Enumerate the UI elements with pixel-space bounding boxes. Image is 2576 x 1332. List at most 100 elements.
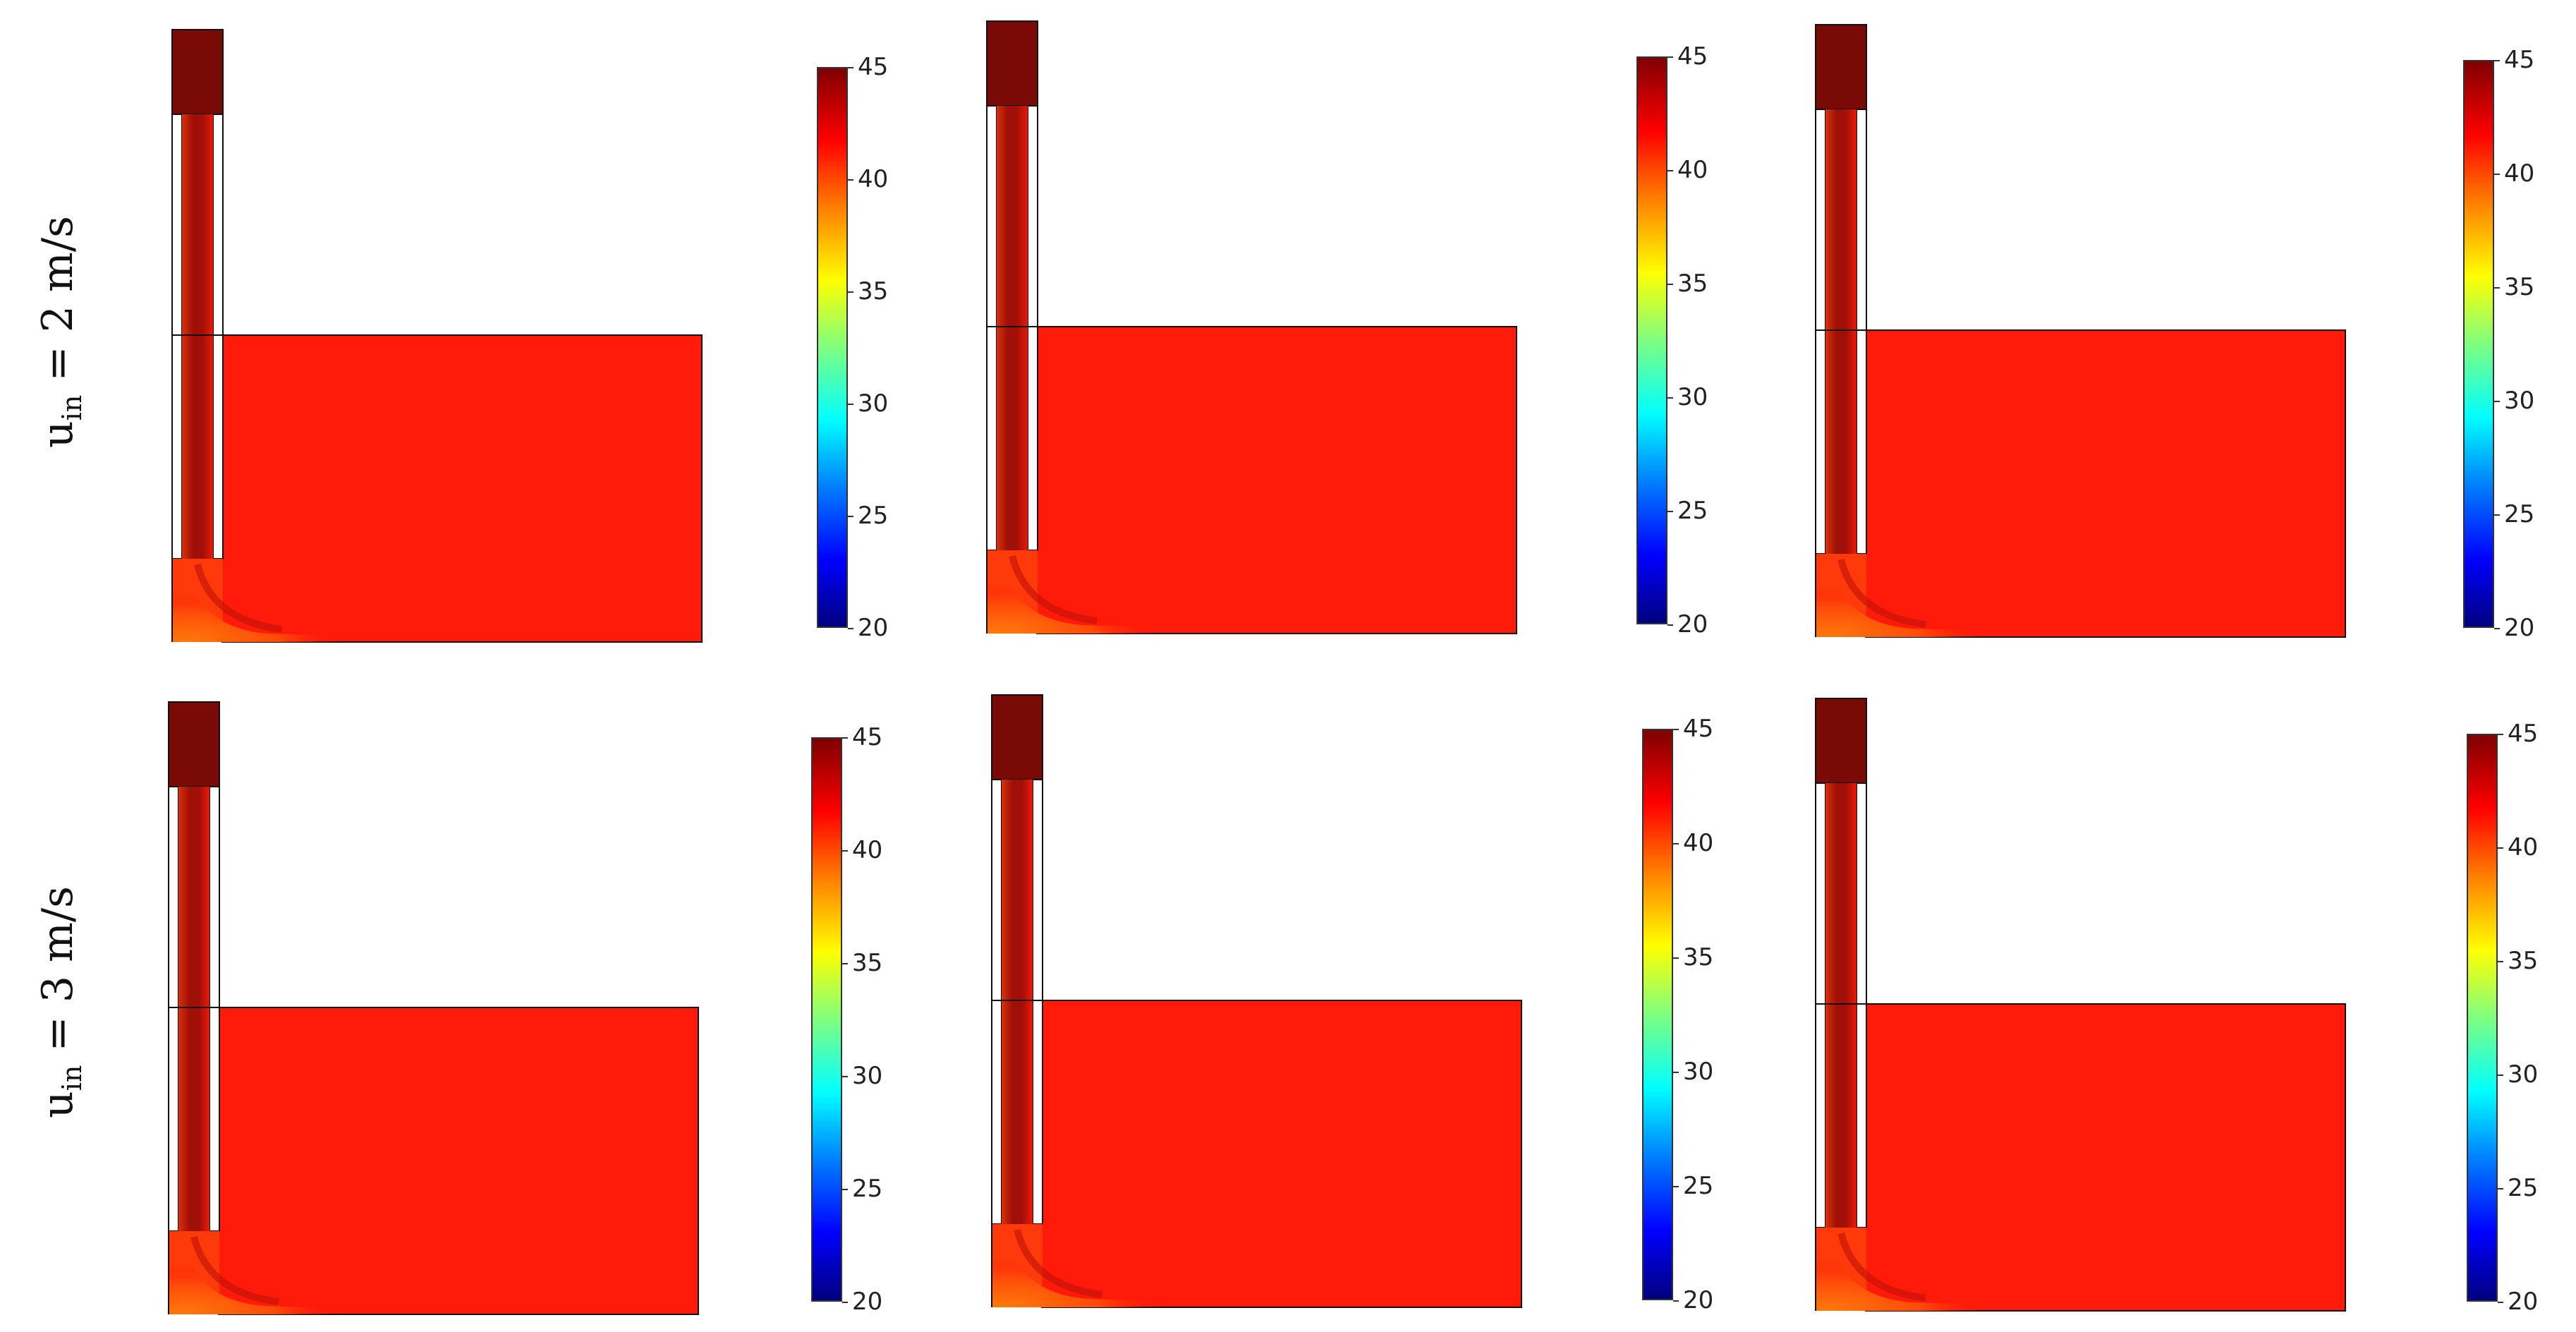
tank-domain xyxy=(1041,1000,1522,1308)
inlet-block xyxy=(171,29,224,115)
colorbar-tickmark xyxy=(1667,397,1673,399)
pipe-left-wall xyxy=(1815,109,1826,555)
colorbar-tickmark xyxy=(2498,847,2503,849)
colorbar-tickmark xyxy=(842,1189,848,1190)
colorbar-tick-label: 25 xyxy=(2504,500,2535,528)
temperature-field-panel xyxy=(991,694,1522,1308)
jet-core-curve xyxy=(194,563,283,633)
colorbar-tickmark xyxy=(1673,1186,1679,1187)
colorbar-tick-label: 25 xyxy=(858,502,889,530)
inlet-block xyxy=(1815,698,1867,784)
colorbar-tickmark xyxy=(2494,628,2500,629)
jet-plume xyxy=(992,1216,1271,1307)
jet-core-curve xyxy=(1837,1232,1926,1302)
colorbar-tickmark xyxy=(842,1076,848,1077)
inlet-block xyxy=(1815,24,1867,110)
pipe-right-wall xyxy=(209,786,220,1232)
colorbar-tickmark xyxy=(1673,1072,1679,1073)
colorbar-tickmark xyxy=(842,1302,848,1303)
colorbar-tickmark xyxy=(1673,729,1679,730)
colorbar xyxy=(1636,56,1667,624)
jet-channel xyxy=(997,106,1028,557)
colorbar-tickmark xyxy=(842,737,848,739)
colorbar-tick-label: 25 xyxy=(1677,497,1708,525)
colorbar-tick-label: 25 xyxy=(852,1175,883,1203)
colorbar-tickmark xyxy=(1667,170,1673,171)
colorbar xyxy=(2463,60,2494,628)
jet-plume xyxy=(172,550,451,642)
row-label-bottom: uin = 3 m/s xyxy=(32,885,87,1118)
colorbar-tickmark xyxy=(848,404,853,405)
colorbar-tickmark xyxy=(848,291,853,293)
jet-core-curve xyxy=(1009,555,1098,624)
colorbar-tick-label: 20 xyxy=(2504,614,2535,642)
colorbar-tick-label: 40 xyxy=(2504,159,2535,188)
colorbar-tick-label: 20 xyxy=(1677,610,1708,638)
jet-channel xyxy=(1825,783,1857,1235)
colorbar-tick-label: 30 xyxy=(852,1062,883,1090)
pipe-left-wall xyxy=(168,786,179,1232)
colorbar-tick-label: 45 xyxy=(2504,46,2535,74)
colorbar xyxy=(1642,729,1673,1300)
jet-plume xyxy=(1816,545,2095,637)
pipe-left-wall xyxy=(1815,782,1826,1228)
tank-domain xyxy=(1865,1003,2346,1312)
colorbar-tickmark xyxy=(848,67,853,68)
colorbar-tickmark xyxy=(2498,1188,2503,1189)
colorbar-tick-label: 35 xyxy=(2504,273,2535,301)
jet-plume xyxy=(1816,1219,2095,1311)
inlet-block xyxy=(168,701,220,787)
colorbar-tickmark xyxy=(1673,843,1679,844)
pipe-right-wall xyxy=(1856,782,1867,1228)
jet-core-curve xyxy=(190,1235,279,1305)
pipe-right-wall xyxy=(1027,105,1038,551)
temperature-field-panel xyxy=(171,29,703,643)
tank-domain xyxy=(221,334,703,643)
colorbar-tick-label: 40 xyxy=(2508,833,2539,861)
temperature-field-panel xyxy=(1815,698,2346,1312)
pipe-right-wall xyxy=(1032,779,1043,1225)
colorbar-tickmark xyxy=(2494,287,2500,289)
tank-domain xyxy=(1036,326,1517,634)
colorbar-tick-label: 20 xyxy=(2508,1288,2539,1316)
pipe-right-wall xyxy=(212,114,224,559)
jet-channel xyxy=(182,114,213,566)
temperature-field-panel xyxy=(168,701,699,1315)
row-label-top: uin = 2 m/s xyxy=(32,215,87,448)
colorbar-tickmark xyxy=(1673,957,1679,959)
colorbar-tickmark xyxy=(1667,284,1673,285)
colorbar-tick-label: 25 xyxy=(2508,1174,2539,1202)
colorbar-tickmark xyxy=(2494,514,2500,516)
pipe-right-wall xyxy=(1856,109,1867,555)
colorbar-tickmark xyxy=(2498,734,2503,735)
colorbar-tick-label: 45 xyxy=(2508,720,2539,748)
colorbar-tick-label: 20 xyxy=(1683,1286,1714,1314)
colorbar-tick-label: 45 xyxy=(1683,715,1714,743)
jet-channel xyxy=(1825,109,1857,561)
colorbar-tickmark xyxy=(842,850,848,852)
inlet-block xyxy=(986,20,1038,107)
colorbar-tick-label: 35 xyxy=(858,277,889,305)
colorbar-tick-label: 35 xyxy=(2508,947,2539,975)
colorbar-tick-label: 35 xyxy=(852,949,883,977)
pipe-left-wall xyxy=(986,105,997,551)
colorbar-tickmark xyxy=(848,179,853,181)
colorbar-tick-label: 40 xyxy=(852,836,883,864)
colorbar-tick-label: 30 xyxy=(2504,387,2535,415)
jet-plume xyxy=(987,542,1266,634)
colorbar-tickmark xyxy=(2498,1302,2503,1303)
pipe-left-wall xyxy=(171,114,183,559)
temperature-field-panel xyxy=(986,20,1517,634)
jet-channel xyxy=(178,787,209,1238)
tank-domain xyxy=(218,1007,699,1315)
temperature-field-panel xyxy=(1815,24,2346,638)
colorbar-tickmark xyxy=(2498,961,2503,962)
inlet-block xyxy=(991,694,1043,780)
tank-domain xyxy=(1865,329,2346,638)
jet-core-curve xyxy=(1014,1228,1102,1298)
jet-plume xyxy=(169,1223,448,1314)
colorbar-tick-label: 20 xyxy=(858,614,889,642)
colorbar-tick-label: 25 xyxy=(1683,1172,1714,1200)
colorbar-tick-label: 30 xyxy=(1677,383,1708,411)
jet-core-curve xyxy=(1837,558,1926,628)
